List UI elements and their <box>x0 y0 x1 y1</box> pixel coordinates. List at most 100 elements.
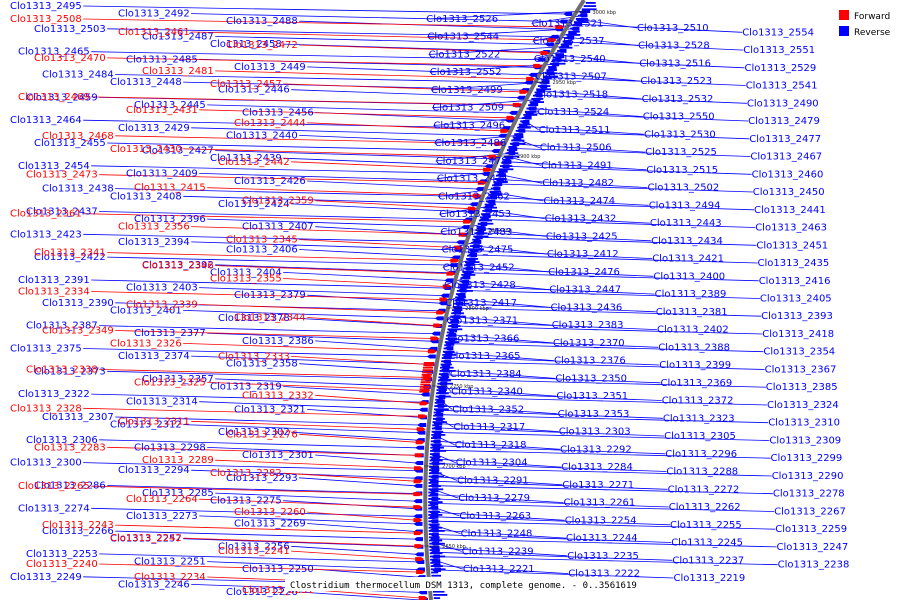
gene-label: Clo1313_2431 <box>126 105 198 116</box>
reverse-gene-arrow <box>428 533 438 535</box>
reverse-gene-arrow <box>537 85 551 87</box>
leader-line <box>558 59 745 69</box>
gene-label: Clo1313_2367 <box>765 365 837 376</box>
reverse-gene-arrow <box>458 283 470 286</box>
leader-line <box>475 250 653 259</box>
gene-label: Clo1313_2457 <box>210 79 282 90</box>
leader-line <box>449 352 555 361</box>
reverse-gene-arrow <box>440 366 454 369</box>
gene-label: Clo1313_2478 <box>436 156 508 167</box>
reverse-gene-arrow <box>442 350 455 353</box>
gene-label: Clo1313_2439 <box>210 153 282 164</box>
reverse-gene-arrow <box>429 539 443 542</box>
forward-gene-arrow <box>506 115 516 120</box>
gene-label: Clo1313_2455 <box>34 138 106 149</box>
gene-label: Clo1313_2518 <box>536 89 608 100</box>
gene-label: Clo1313_2328 <box>10 403 82 414</box>
forward-gene-arrow <box>512 102 522 107</box>
gene-label: Clo1313_2456 <box>242 108 314 119</box>
leader-line <box>437 445 666 455</box>
gene-label: Clo1313_2298 <box>134 442 206 453</box>
gene-label: Clo1313_2296 <box>665 449 737 460</box>
forward-gene-arrow <box>540 50 550 55</box>
forward-gene-arrow <box>423 364 434 367</box>
reverse-gene-arrow <box>529 101 544 103</box>
leader-line <box>443 387 557 397</box>
gene-label: Clo1313_2494 <box>649 200 721 211</box>
gene-label: Clo1313_2495 <box>10 1 82 12</box>
gene-label: Clo1313_2540 <box>534 54 606 65</box>
gene-label: Clo1313_2406 <box>226 245 298 256</box>
gene-label: Clo1313_2303 <box>559 427 631 438</box>
gene-label: Clo1313_2259 <box>775 524 847 535</box>
reverse-gene-arrow <box>436 392 449 395</box>
forward-gene-arrow <box>423 366 433 369</box>
reverse-gene-arrow <box>528 104 535 107</box>
gene-label: Clo1313_2356 <box>118 222 190 233</box>
forward-gene-arrow <box>458 232 468 237</box>
gene-label: Clo1313_2550 <box>643 112 715 123</box>
leader-line <box>439 205 491 215</box>
reverse-gene-arrow <box>428 520 438 523</box>
forward-gene-arrow <box>416 570 426 575</box>
forward-gene-arrow <box>419 388 430 391</box>
leader-line <box>183 343 430 352</box>
leader-line <box>299 44 543 54</box>
reverse-gene-arrow <box>521 117 529 119</box>
gene-label: Clo1313_2401 <box>110 305 182 316</box>
reverse-gene-arrow <box>430 446 444 449</box>
gene-label: Clo1313_2483 <box>441 227 513 238</box>
leader-line <box>427 28 577 38</box>
leader-line <box>522 130 750 140</box>
reverse-gene-arrow <box>541 78 549 81</box>
reverse-gene-arrow <box>428 494 438 497</box>
reverse-gene-arrow <box>428 507 438 510</box>
gene-label: Clo1313_2266 <box>42 526 114 537</box>
leader-line <box>463 290 760 299</box>
forward-gene-arrow <box>427 349 437 354</box>
leader-line <box>452 338 659 348</box>
reverse-gene-arrow <box>413 514 423 519</box>
leader-line <box>481 232 652 242</box>
forward-gene-arrow <box>488 154 498 159</box>
gene-label: Clo1313_2393 <box>761 311 833 322</box>
reverse-gene-arrow <box>544 72 558 75</box>
gene-label: Clo1313_2502 <box>648 183 720 194</box>
gene-label: Clo1313_2242 <box>110 533 182 544</box>
reverse-gene-arrow <box>563 12 573 16</box>
gene-label: Clo1313_2239 <box>462 546 534 557</box>
leader-line <box>428 46 567 55</box>
reverse-gene-arrow <box>502 158 511 161</box>
gene-label: Clo1313_2409 <box>126 168 198 179</box>
leader-line <box>437 560 464 570</box>
gene-label: Clo1313_2307 <box>42 412 114 423</box>
reverse-gene-arrow <box>428 478 437 481</box>
reverse-gene-arrow <box>566 34 581 36</box>
reverse-gene-arrow <box>452 309 463 311</box>
leader-line <box>435 520 776 530</box>
leader-line <box>435 529 566 539</box>
reverse-gene-arrow <box>568 30 580 33</box>
leader-line <box>464 285 655 295</box>
reverse-gene-arrow <box>438 301 448 306</box>
reverse-gene-arrow <box>432 418 445 420</box>
leader-line <box>451 343 764 353</box>
gene-label: Clo1313_2261 <box>564 498 636 509</box>
gene-label: Clo1313_2532 <box>642 94 714 105</box>
reverse-gene-arrow <box>428 472 442 475</box>
legend-forward-label: Forward <box>854 12 890 22</box>
gene-label: Clo1313_2463 <box>755 223 827 234</box>
reverse-gene-arrow <box>428 488 444 491</box>
leader-line <box>435 538 777 548</box>
gene-label: Clo1313_2544 <box>427 32 499 43</box>
reverse-gene-arrow <box>428 536 440 539</box>
leader-line <box>487 214 650 224</box>
reverse-gene-arrow <box>428 491 436 494</box>
gene-label: Clo1313_2522 <box>429 50 501 61</box>
leader-line <box>299 477 416 487</box>
reverse-gene-arrow <box>585 2 596 4</box>
reverse-gene-arrow <box>431 571 439 574</box>
reverse-gene-arrow <box>490 187 500 190</box>
gene-label: Clo1313_2453 <box>439 209 511 220</box>
reverse-gene-arrow <box>418 407 428 412</box>
